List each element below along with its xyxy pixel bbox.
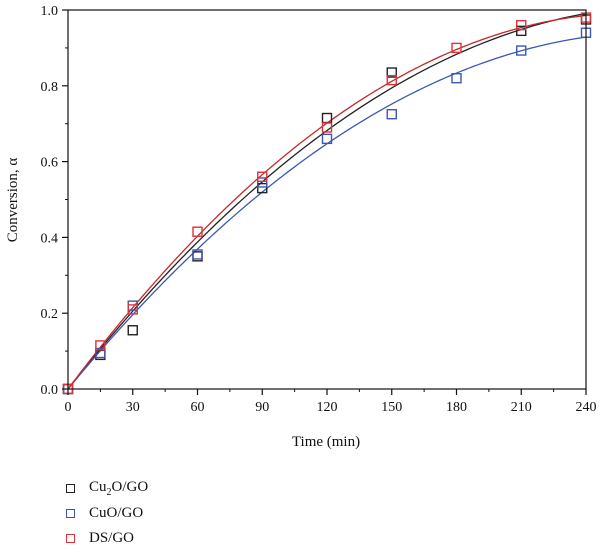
data-point-2 xyxy=(192,226,203,237)
legend-item-cu2o-go: Cu2O/GO xyxy=(66,476,148,501)
fit-line-2 xyxy=(67,14,587,390)
data-point-1 xyxy=(257,177,268,188)
legend-marker-ds-go xyxy=(66,534,75,543)
data-point-0 xyxy=(127,325,138,336)
x-axis-label: Time (min) xyxy=(292,434,360,450)
y-tick-label: 1.0 xyxy=(41,4,59,19)
y-tick-label: 0.8 xyxy=(41,80,59,95)
x-tick-label: 90 xyxy=(255,400,269,415)
fit-curves xyxy=(67,12,587,390)
x-tick-label: 30 xyxy=(126,400,140,415)
data-point-2 xyxy=(516,19,527,31)
axes: 0 30 60 90 120 150 180 210 240 0.0 0.2 0.4 0.6 0.8 1.0 xyxy=(41,4,597,415)
x-tick-label: 180 xyxy=(446,400,467,415)
data-point-1 xyxy=(386,109,397,120)
y-tick-label: 0.4 xyxy=(41,231,59,246)
data-point-0 xyxy=(516,25,527,37)
y-tick-label: 0.0 xyxy=(41,383,59,398)
plot-frame xyxy=(67,9,587,390)
data-point-2 xyxy=(95,340,106,351)
y-tick-label: 0.2 xyxy=(41,307,59,322)
legend-label-cu2o-go: Cu2O/GO xyxy=(89,479,149,498)
data-point-2 xyxy=(127,304,138,315)
x-tick-label: 120 xyxy=(317,400,338,415)
x-tick-label: 0 xyxy=(65,400,72,415)
y-tick-label: 0.6 xyxy=(41,156,59,171)
legend-label-ds-go: DS/GO xyxy=(89,530,135,546)
x-tick-label: 150 xyxy=(381,400,402,415)
y-axis-label: Conversion, α xyxy=(5,158,21,243)
legend-label-cuo-go: CuO/GO xyxy=(89,505,144,521)
legend-item-ds-go: DS/GO xyxy=(66,526,148,551)
data-point-1 xyxy=(321,133,333,145)
legend-marker-cuo-go xyxy=(66,509,75,518)
data-point-2 xyxy=(321,122,333,133)
x-tick-label: 60 xyxy=(191,400,205,415)
data-point-2 xyxy=(257,171,268,182)
legend-marker-cu2o-go xyxy=(66,484,75,493)
legend: Cu2O/GO CuO/GO DS/GO xyxy=(66,476,148,551)
data-point-1 xyxy=(127,300,138,311)
data-point-0 xyxy=(257,182,268,194)
data-point-0 xyxy=(386,67,397,78)
x-tick-label: 240 xyxy=(576,400,597,415)
data-point-2 xyxy=(451,42,462,54)
chart: 0 30 60 90 120 150 180 210 240 0.0 0.2 0.4 0.6 0.8 1.0… xyxy=(5,4,597,450)
data-point-1 xyxy=(516,45,527,56)
fit-line-1 xyxy=(67,36,587,390)
data-point-1 xyxy=(192,249,203,260)
fit-line-0 xyxy=(67,12,587,390)
data-point-1 xyxy=(451,73,462,84)
data-point-2 xyxy=(386,74,397,86)
x-tick-label: 210 xyxy=(511,400,532,415)
legend-item-cuo-go: CuO/GO xyxy=(66,501,148,526)
data-markers xyxy=(62,12,592,395)
data-point-1 xyxy=(95,347,106,359)
